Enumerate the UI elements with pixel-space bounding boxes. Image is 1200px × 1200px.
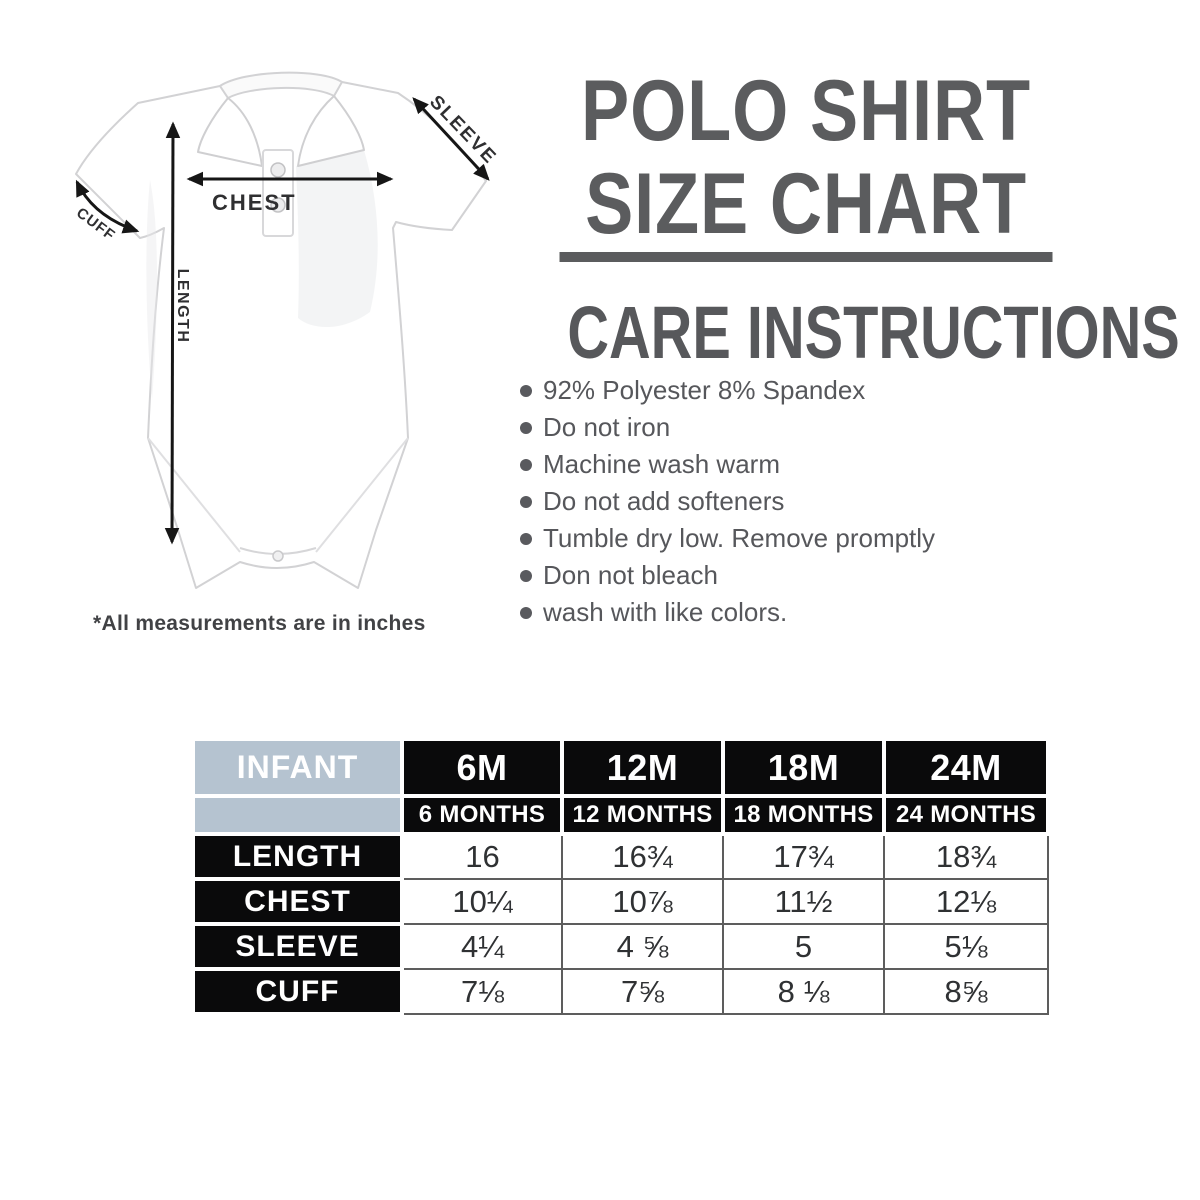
care-item-text: Do not add softeners (543, 486, 785, 516)
cuff-arrow (75, 179, 140, 234)
value-cell: 11½ (722, 878, 885, 925)
care-instructions-heading: CARE INSTRUCTIONS (567, 291, 1180, 374)
collar-band (218, 71, 344, 100)
value-cell: 7⅛ (401, 968, 563, 1015)
value-cell: 8 ⅛ (722, 968, 885, 1015)
care-item-text: Tumble dry low. Remove promptly (543, 523, 936, 553)
table-subheader-row: 6 MONTHS 12 MONTHS 18 MONTHS 24 MONTHS (191, 794, 1050, 836)
sub-header-18-months: 18 MONTHS (721, 794, 886, 836)
placket-button-bottom (270, 197, 286, 213)
sub-header-6-months: 6 MONTHS (400, 794, 564, 836)
length-label: LENGTH (174, 269, 191, 344)
chest-shading (296, 150, 378, 328)
value-cell: 16 (401, 833, 563, 880)
value-cell: 12⅛ (883, 878, 1049, 925)
care-item-text: wash with like colors. (543, 597, 788, 627)
value-cell: 16¾ (561, 833, 724, 880)
bullet-icon (520, 421, 532, 434)
table-row-length: LENGTH 16 16¾ 17¾ 18¾ (191, 832, 1049, 881)
placket-button-top (270, 162, 286, 178)
care-item: Do not add softeners (520, 483, 935, 520)
row-label: SLEEVE (191, 922, 404, 971)
col-header-6m: 6M (400, 737, 564, 798)
col-header-24m: 24M (882, 737, 1050, 798)
measurements-note: *All measurements are in inches (93, 612, 426, 635)
care-item: wash with like colors. (520, 594, 935, 631)
value-cell: 7⅝ (561, 968, 724, 1015)
care-item-text: Do not iron (543, 412, 671, 442)
bullet-icon (520, 532, 532, 545)
table-header-row: INFANT 6M 12M 18M 24M (191, 737, 1050, 798)
length-arrow (164, 121, 181, 545)
care-item: 92% Polyester 8% Spandex (520, 372, 935, 409)
row-label: CHEST (191, 877, 404, 926)
table-row-sleeve: SLEEVE 4¼ 4 ⅝ 5 5⅛ (191, 922, 1049, 971)
crotch-fold-right (315, 437, 409, 553)
care-item: Don not bleach (520, 557, 935, 594)
side-shading (146, 180, 157, 400)
sub-header-24-months: 24 MONTHS (882, 794, 1050, 836)
bullet-icon (520, 384, 532, 397)
care-item-text: Machine wash warm (543, 449, 780, 479)
page-title-line1: POLO SHIRT (581, 63, 1031, 159)
value-cell: 4¼ (401, 923, 563, 970)
crotch-fold-left (147, 437, 241, 553)
header-and-care: POLO SHIRT SIZE CHART CARE INSTRUCTIONS … (500, 0, 1180, 660)
sleeve-arrow (412, 97, 490, 181)
care-item-text: Don not bleach (543, 560, 718, 590)
care-instructions-list: 92% Polyester 8% Spandex Do not iron Mac… (520, 372, 935, 631)
table-row-chest: CHEST 10¼ 10⅞ 11½ 12⅛ (191, 877, 1049, 926)
snap-button (272, 550, 284, 562)
collar-right-flap (297, 95, 365, 167)
care-item: Do not iron (520, 409, 935, 446)
value-cell: 10¼ (401, 878, 563, 925)
value-cell: 8⅝ (883, 968, 1049, 1015)
bullet-icon (520, 569, 532, 582)
bullet-icon (520, 495, 532, 508)
group-label-cell: INFANT (191, 737, 404, 798)
page-title-line2: SIZE CHART (585, 156, 1027, 252)
col-header-18m: 18M (721, 737, 886, 798)
title-underline (559, 252, 1053, 262)
polo-onesie-illustration: CHEST LENGTH CUFF SLEEVE (73, 71, 501, 589)
value-cell: 5 (722, 923, 885, 970)
group-label-empty-cell (191, 794, 404, 836)
care-item: Tumble dry low. Remove promptly (520, 520, 935, 557)
row-label: CUFF (191, 967, 404, 1016)
care-item: Machine wash warm (520, 446, 935, 483)
value-cell: 10⅞ (561, 878, 724, 925)
value-cell: 4 ⅝ (561, 923, 724, 970)
value-cell: 5⅛ (883, 923, 1049, 970)
row-label: LENGTH (191, 832, 404, 881)
value-cell: 17¾ (722, 833, 885, 880)
value-cell: 18¾ (883, 833, 1049, 880)
care-item-text: 92% Polyester 8% Spandex (543, 375, 866, 405)
col-header-12m: 12M (560, 737, 725, 798)
bullet-icon (520, 606, 532, 619)
chest-label: CHEST (212, 190, 297, 215)
size-table: INFANT 6M 12M 18M 24M 6 MONTHS 12 MONTHS… (191, 737, 1050, 1016)
table-row-cuff: CUFF 7⅛ 7⅝ 8 ⅛ 8⅝ (191, 967, 1049, 1016)
bullet-icon (520, 458, 532, 471)
sub-header-12-months: 12 MONTHS (560, 794, 725, 836)
